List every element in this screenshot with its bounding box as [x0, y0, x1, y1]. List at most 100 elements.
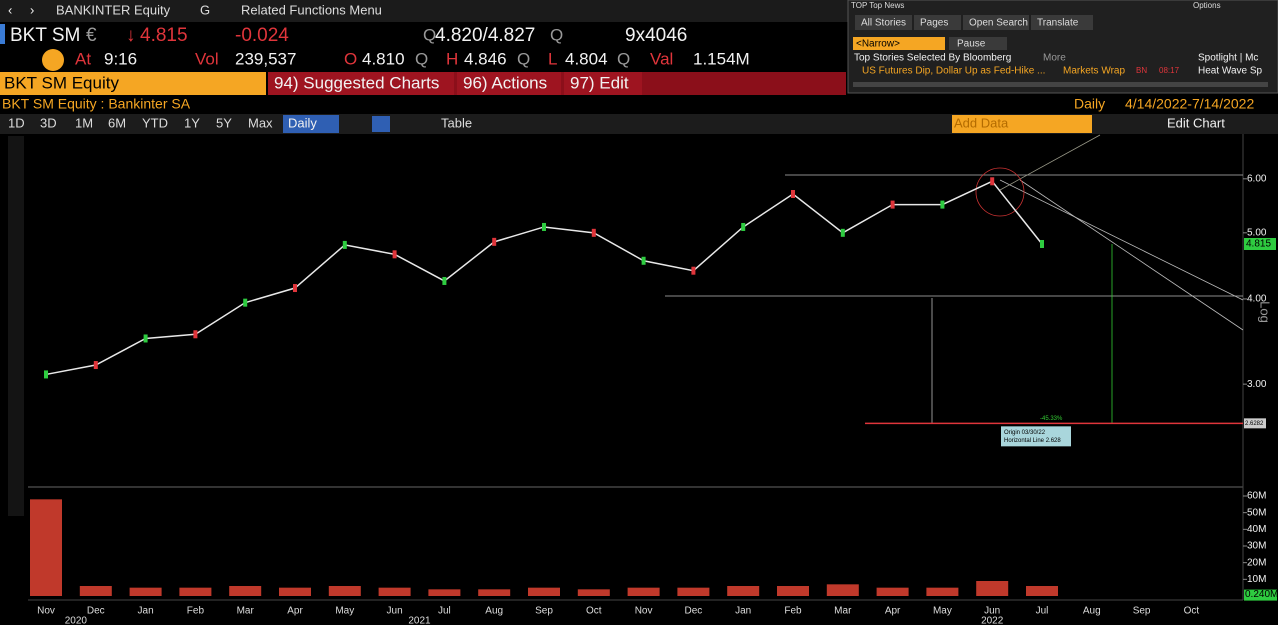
scrollbar[interactable]	[853, 82, 1268, 87]
x-tick-label: Aug	[485, 606, 503, 617]
price-candle	[93, 361, 98, 370]
side-story[interactable]: Spotlight | Mc	[1198, 53, 1258, 64]
volume-bar	[528, 587, 560, 596]
security-name: BKT SM Equity	[4, 73, 119, 92]
news-more[interactable]: More	[1043, 53, 1066, 64]
news-time: 08:17	[1159, 66, 1180, 75]
x-tick-label: Mar	[237, 606, 255, 617]
tab[interactable]	[914, 15, 961, 30]
period-button[interactable]: 1Y	[184, 115, 200, 130]
period-button[interactable]: 1D	[8, 115, 25, 130]
price-candle	[691, 266, 696, 275]
tab[interactable]	[855, 15, 912, 30]
volume-bar	[976, 581, 1009, 596]
period-button[interactable]: 1M	[75, 115, 93, 130]
candle-type-button[interactable]	[372, 116, 390, 132]
side-story[interactable]: Heat Wave Sp	[1198, 66, 1263, 77]
date-range: 4/14/2022-7/14/2022	[1125, 96, 1254, 112]
x-tick-label: Sep	[1133, 606, 1151, 617]
menu-item[interactable]: 97) Edit	[570, 73, 629, 92]
menu-item[interactable]: 96) Actions	[463, 73, 547, 92]
volume-bar	[926, 587, 959, 596]
x-tick-label: Nov	[635, 606, 653, 617]
clock-icon	[42, 49, 64, 71]
back-arrow[interactable]: ‹	[8, 2, 12, 17]
x-tick-label: Jan	[138, 606, 154, 617]
pause-box[interactable]	[949, 37, 1007, 50]
frequency: Daily	[1074, 96, 1105, 112]
annotation-box	[1001, 426, 1071, 447]
volume-bar	[727, 586, 760, 596]
price-candle	[990, 177, 995, 186]
period-button[interactable]: YTD	[142, 115, 168, 130]
headline-tag[interactable]: Markets Wrap	[1063, 66, 1125, 77]
drawing-circle	[975, 167, 1025, 217]
price-change: -0.024	[235, 25, 289, 46]
news-tab[interactable]: Pages	[920, 18, 948, 29]
period-button[interactable]: 3D	[40, 115, 57, 130]
price-candle	[492, 237, 497, 246]
news-tab[interactable]: All Stories	[861, 18, 906, 29]
add-data[interactable]: Add Data	[954, 115, 1009, 130]
x-tick-label: Feb	[784, 606, 802, 617]
last-price-tag	[1244, 237, 1276, 250]
x-tick-label: Apr	[885, 606, 901, 617]
x-tick-label: Nov	[37, 606, 55, 617]
news-options[interactable]: Options	[1193, 1, 1221, 10]
high: 4.846	[464, 49, 507, 68]
period-button[interactable]: 6M	[108, 115, 126, 130]
fan-line	[999, 134, 1101, 191]
tab[interactable]	[1031, 15, 1093, 30]
headline[interactable]: US Futures Dip, Dollar Up as Fed-Hike ..…	[862, 66, 1045, 77]
g-menu[interactable]: G	[200, 2, 210, 17]
year-label: 2021	[408, 616, 431, 625]
table-button[interactable]: Table	[441, 115, 472, 130]
hline-label: 2.6282	[1245, 421, 1264, 427]
low-marker: Q	[617, 49, 630, 68]
open: 4.810	[362, 49, 405, 68]
period-buttons: 1D 3D 1M 6M YTD 1Y 5Y Max	[8, 115, 273, 130]
volume-tick-label: 40M	[1247, 524, 1266, 535]
narrow[interactable]: <Narrow>	[856, 39, 900, 50]
tab[interactable]	[963, 15, 1029, 30]
volume-tick-label: 60M	[1247, 491, 1266, 502]
menu-item-box[interactable]	[268, 72, 454, 95]
forward-arrow[interactable]: ›	[30, 2, 34, 17]
volume-tick-label: 50M	[1247, 507, 1266, 518]
annotation: -45.33%	[1040, 416, 1063, 422]
bid-ask-size: 9x4046	[625, 25, 687, 46]
menu-item[interactable]: 94) Suggested Charts	[274, 73, 439, 92]
news-source: BN	[1136, 66, 1147, 75]
x-tick-label: Mar	[834, 606, 852, 617]
security-menu[interactable]: BANKINTER Equity	[56, 2, 171, 17]
narrow-box[interactable]	[853, 37, 945, 50]
volume-bar	[677, 587, 710, 596]
volume-bar	[428, 589, 461, 596]
period-button[interactable]: 5Y	[216, 115, 232, 130]
frequency-select[interactable]: Daily	[288, 115, 317, 130]
price-candle	[542, 222, 546, 231]
x-tick-label: Jul	[438, 606, 451, 617]
period-button[interactable]: Max	[248, 115, 273, 130]
x-tick-label: Aug	[1083, 606, 1101, 617]
menu-item-box[interactable]	[564, 72, 642, 95]
edit-chart[interactable]: Edit Chart	[1167, 115, 1225, 130]
menu-item-box[interactable]	[457, 72, 561, 95]
news-tab[interactable]: Open Search	[969, 18, 1028, 29]
news-tab[interactable]: Translate	[1037, 18, 1079, 29]
related-functions[interactable]: Related Functions Menu	[241, 2, 382, 17]
drawing-tools	[8, 136, 24, 516]
x-tick-label: Jun	[984, 606, 1000, 617]
price-candle	[791, 190, 795, 199]
price-candle	[840, 228, 845, 237]
x-tick-label: Feb	[187, 606, 205, 617]
annotation: Horizontal Line 2.628	[1004, 438, 1061, 444]
volume-bar	[328, 586, 361, 596]
open-marker: Q	[415, 49, 428, 68]
pause[interactable]: Pause	[957, 39, 986, 50]
frequency-button[interactable]	[283, 115, 339, 133]
x-tick-label: Jun	[387, 606, 403, 617]
add-data-box[interactable]	[952, 115, 1092, 133]
price-candle	[1040, 239, 1044, 248]
